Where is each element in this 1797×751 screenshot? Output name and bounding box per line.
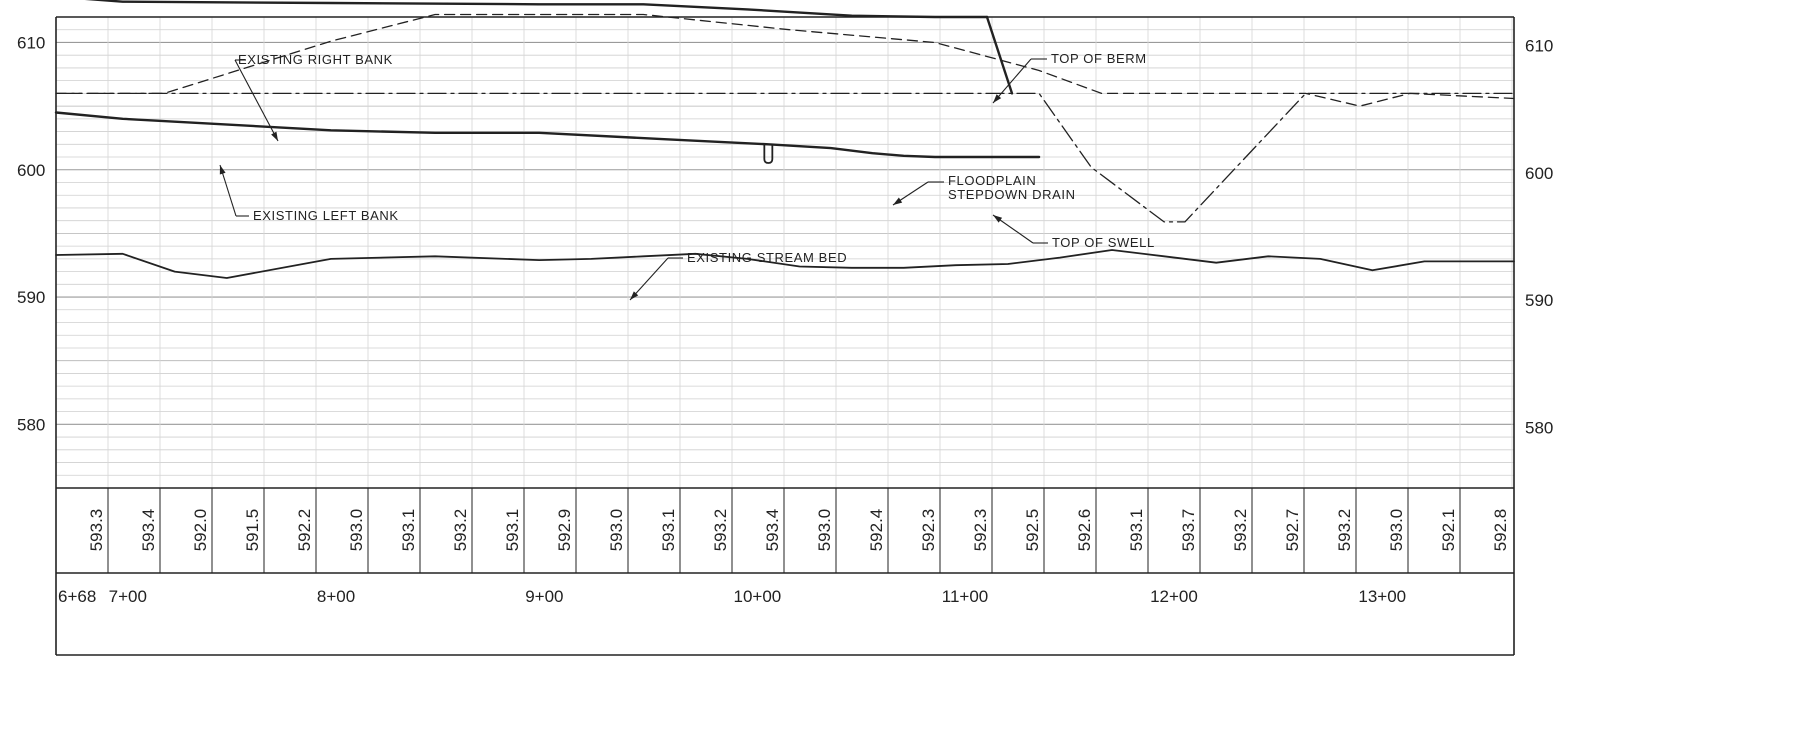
elevation-value: 593.0 [815,509,834,552]
elevation-value: 593.7 [1179,509,1198,552]
station-label: 11+00 [942,587,988,606]
elevation-value: 593.2 [1335,509,1354,552]
y-tick-label-left: 580 [17,415,45,434]
y-tick-label-right: 600 [1525,164,1553,183]
station-label: 13+00 [1358,587,1406,606]
line-existing-stream-bed [55,249,1515,279]
station-label: 9+00 [525,587,563,606]
station-label: 8+00 [317,587,355,606]
annotation-arrowhead [993,215,1003,223]
elevation-value: 592.1 [1439,509,1458,552]
elevation-value: 592.4 [867,509,886,552]
annotation-arrowhead [893,197,903,205]
annotations: EXISTING RIGHT BANK TOP OF BERM EXISTING L… [219,51,1155,301]
y-tick-label-left: 610 [17,33,45,52]
station-label: 7+00 [109,587,147,606]
annotation-label: TOP OF BERM [1051,51,1147,66]
annotation-arrowhead [271,131,278,141]
profile-lines [54,0,1515,279]
elevation-value: 593.0 [1387,509,1406,552]
station-label: 6+68 [58,587,96,606]
elevation-value: 593.0 [607,509,626,552]
elevation-value: 592.3 [919,509,938,552]
elevation-value: 592.5 [1023,509,1042,552]
elevation-value: 593.1 [1127,509,1146,552]
station-label: 10+00 [734,587,782,606]
annotation-label: EXISTING LEFT BANK [253,208,399,223]
station-label: 12+00 [1150,587,1198,606]
annotation-label: STEPDOWN DRAIN [948,187,1076,202]
line-existing-left-bank [55,92,1515,223]
annotation-label: TOP OF SWELL [1052,235,1155,250]
elevation-value: 593.0 [347,509,366,552]
y-tick-label-right: 590 [1525,291,1553,310]
annotation-label: EXISTING STREAM BED [687,250,847,265]
elevation-value: 593.4 [139,509,158,552]
elevation-value: 592.2 [295,509,314,552]
elevation-value: 593.2 [451,509,470,552]
annotation-label: FLOODPLAIN [948,173,1036,188]
elevation-value: 593.2 [1231,509,1250,552]
stepdown-drain-notch [763,144,774,164]
annotation-label: EXISTING RIGHT BANK [238,52,393,67]
elevation-value: 592.8 [1491,509,1510,552]
annotation-arrowhead [993,94,1002,103]
annotation-arrowhead [630,291,639,300]
annotation-arrowhead [219,165,226,175]
y-tick-label-left: 590 [17,288,45,307]
elevation-value: 592.6 [1075,509,1094,552]
frame [55,16,1515,656]
elevation-value: 592.0 [191,509,210,552]
line-top-of-berm [84,0,989,19]
elevation-value: 592.3 [971,509,990,552]
elevation-value: 593.3 [87,509,106,552]
elevation-value: 593.1 [399,509,418,552]
station-row: 6+68 7+00 8+00 9+00 10+00 11+00 12+00 13+00 [58,587,1406,606]
elevation-value: 592.7 [1283,509,1302,552]
line-berm-slope [985,15,1014,95]
y-tick-label-right: 610 [1525,36,1553,55]
elevation-value: 591.5 [243,509,262,552]
elevation-value: 593.4 [763,509,782,552]
annotation-leader [992,58,1032,104]
y-tick-label-right: 580 [1525,418,1553,437]
elevation-value: 593.1 [503,509,522,552]
elevation-row: 593.3 593.4 592.0 591.5 592.2 593.0 593.1 593.2… [56,487,1514,574]
elevation-value: 593.2 [711,509,730,552]
y-tick-label-left: 600 [17,161,45,180]
annotation-leader [629,257,669,301]
annotation-leader [234,59,279,142]
line-top-of-swell [54,111,1041,159]
elevation-value: 592.9 [555,509,574,552]
elevation-value: 593.1 [659,509,678,552]
